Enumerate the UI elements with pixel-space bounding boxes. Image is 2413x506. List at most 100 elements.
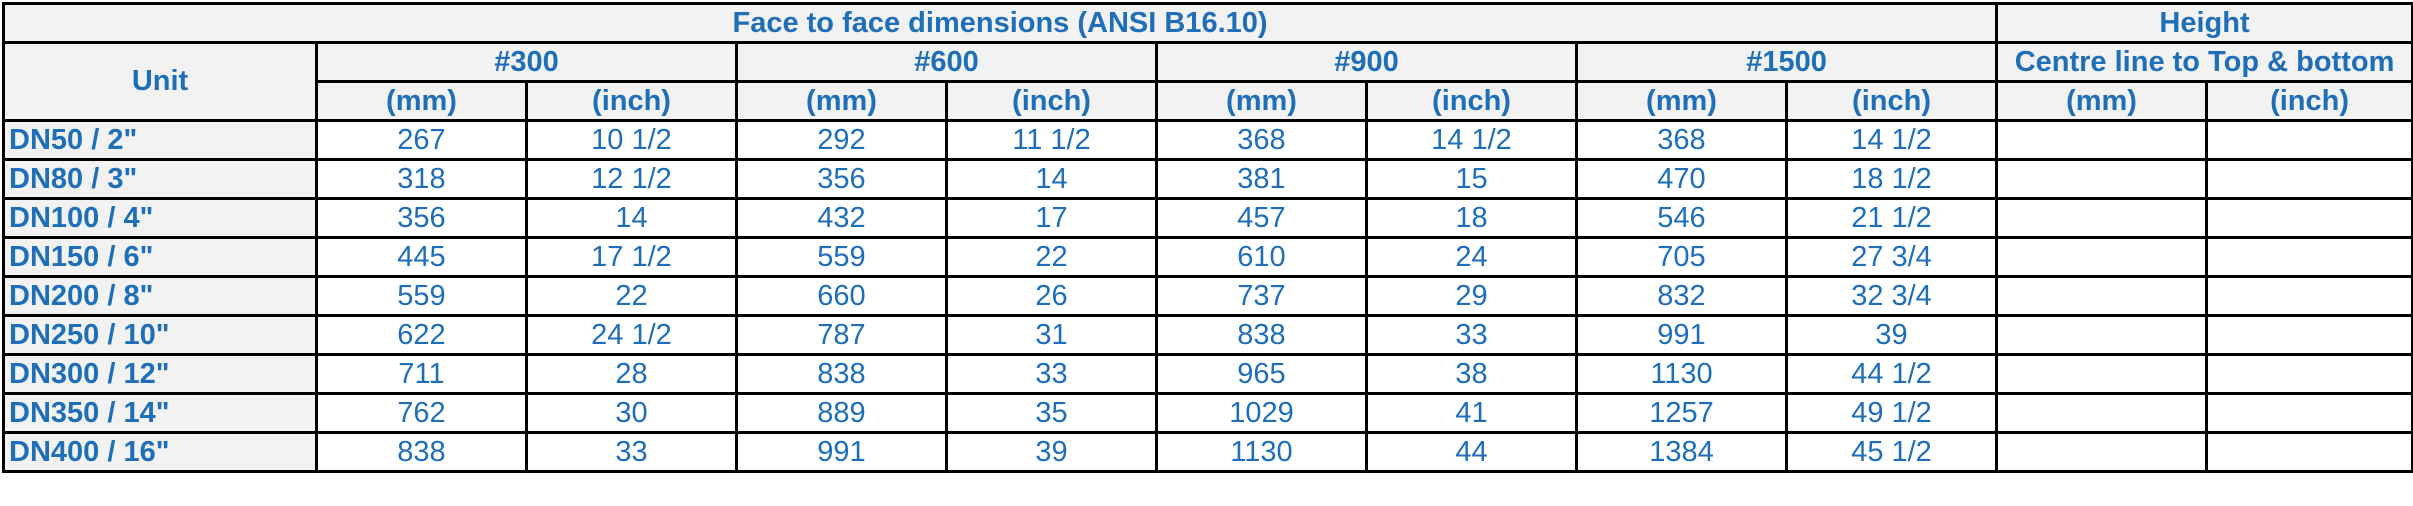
inch-subheader: (inch): [2205, 80, 2413, 122]
mm-value-cell: 889: [735, 392, 948, 434]
inch-value-cell: 21 1/2: [1784, 197, 1999, 239]
size-label: DN350 / 14": [2, 392, 318, 434]
size-label: DN200 / 8": [2, 275, 318, 317]
mm-value-cell: [1995, 314, 2209, 356]
mm-value-cell: [1995, 431, 2209, 473]
mm-value-cell: 470: [1575, 158, 1788, 200]
size-label: DN400 / 16": [2, 431, 318, 473]
inch-value-cell: 31: [945, 314, 1158, 356]
inch-value-cell: 22: [525, 275, 738, 317]
mm-value-cell: 838: [735, 353, 948, 395]
class-600-header: #600: [735, 41, 1158, 83]
inch-value-cell: 32 3/4: [1784, 275, 1999, 317]
inch-value-cell: 28: [525, 353, 738, 395]
inch-value-cell: 22: [945, 236, 1158, 278]
mm-value-cell: 991: [1575, 314, 1788, 356]
inch-value-cell: 26: [945, 275, 1158, 317]
inch-value-cell: 24: [1365, 236, 1578, 278]
inch-value-cell: 33: [1365, 314, 1578, 356]
mm-value-cell: 368: [1155, 119, 1368, 161]
mm-value-cell: 445: [315, 236, 528, 278]
height-title: Height: [1995, 2, 2413, 44]
table-row: DN250 / 10" 622 24 1/2 787 31 838 33 991 39: [2, 314, 2413, 356]
inch-value-cell: 27 3/4: [1784, 236, 1999, 278]
class-row: Unit #300 #600 #900 #1500 Centre line to…: [2, 41, 2413, 122]
mm-value-cell: 1029: [1155, 392, 1368, 434]
size-label: DN300 / 12": [2, 353, 318, 395]
inch-value-cell: 44 1/2: [1784, 353, 1999, 395]
mm-value-cell: 965: [1155, 353, 1368, 395]
mm-value-cell: 356: [315, 197, 528, 239]
inch-subheader: (inch): [1365, 80, 1578, 122]
table-row: DN80 / 3" 318 12 1/2 356 14 381 15 470 18 1/2: [2, 158, 2413, 200]
mm-value-cell: 356: [735, 158, 948, 200]
inch-value-cell: 17: [945, 197, 1158, 239]
inch-value-cell: 15: [1365, 158, 1578, 200]
table-row: DN50 / 2" 267 10 1/2 292 11 1/2 368 14 1/2 368 1…: [2, 119, 2413, 161]
mm-value-cell: 705: [1575, 236, 1788, 278]
mm-subheader: (mm): [735, 80, 948, 122]
inch-value-cell: 39: [1784, 314, 1999, 356]
mm-value-cell: 711: [315, 353, 528, 395]
inch-value-cell: [2205, 314, 2413, 356]
table-row: DN350 / 14" 762 30 889 35 1029 41 1257 49 1/2: [2, 392, 2413, 434]
table-row: DN100 / 4" 356 14 432 17 457 18 546 21 1/2: [2, 197, 2413, 239]
height-subtitle: Centre line to Top & bottom: [1995, 41, 2413, 83]
mm-value-cell: [1995, 275, 2209, 317]
table-body: DN50 / 2" 267 10 1/2 292 11 1/2 368 14 1/2 368 1…: [2, 119, 2413, 473]
mm-value-cell: 660: [735, 275, 948, 317]
mm-subheader: (mm): [1155, 80, 1368, 122]
inch-value-cell: [2205, 431, 2413, 473]
mm-value-cell: 559: [315, 275, 528, 317]
mm-value-cell: 1130: [1575, 353, 1788, 395]
size-label: DN80 / 3": [2, 158, 318, 200]
mm-value-cell: 1130: [1155, 431, 1368, 473]
inch-value-cell: 33: [525, 431, 738, 473]
mm-subheader: (mm): [315, 80, 528, 122]
table-row: DN300 / 12" 711 28 838 33 965 38 1130 44 1/2: [2, 353, 2413, 395]
size-label: DN150 / 6": [2, 236, 318, 278]
inch-value-cell: 14: [525, 197, 738, 239]
mm-value-cell: [1995, 119, 2209, 161]
inch-value-cell: 18: [1365, 197, 1578, 239]
mm-value-cell: 838: [1155, 314, 1368, 356]
inch-value-cell: 12 1/2: [525, 158, 738, 200]
mm-value-cell: 267: [315, 119, 528, 161]
inch-value-cell: 17 1/2: [525, 236, 738, 278]
mm-value-cell: 622: [315, 314, 528, 356]
mm-value-cell: 991: [735, 431, 948, 473]
inch-subheader: (inch): [525, 80, 738, 122]
size-label: DN50 / 2": [2, 119, 318, 161]
size-label: DN100 / 4": [2, 197, 318, 239]
title-row: Face to face dimensions (ANSI B16.10) He…: [1, 2, 2413, 44]
mm-value-cell: [1995, 158, 2209, 200]
mm-value-cell: 457: [1155, 197, 1368, 239]
inch-value-cell: 41: [1365, 392, 1578, 434]
class-300-header: #300: [315, 41, 738, 83]
mm-value-cell: [1995, 392, 2209, 434]
inch-value-cell: [2205, 197, 2413, 239]
mm-value-cell: 838: [315, 431, 528, 473]
inch-value-cell: 14 1/2: [1365, 119, 1578, 161]
dimensions-table: Face to face dimensions (ANSI B16.10) He…: [1, 2, 2413, 473]
inch-value-cell: 44: [1365, 431, 1578, 473]
inch-value-cell: 30: [525, 392, 738, 434]
inch-value-cell: 24 1/2: [525, 314, 738, 356]
table-row: DN150 / 6" 445 17 1/2 559 22 610 24 705 27 3/4: [2, 236, 2413, 278]
inch-value-cell: 11 1/2: [945, 119, 1158, 161]
inch-value-cell: [2205, 158, 2413, 200]
inch-value-cell: 49 1/2: [1784, 392, 1999, 434]
mm-value-cell: 368: [1575, 119, 1788, 161]
inch-value-cell: [2205, 275, 2413, 317]
mm-value-cell: 1384: [1575, 431, 1788, 473]
inch-value-cell: 18 1/2: [1784, 158, 1999, 200]
mm-value-cell: 546: [1575, 197, 1788, 239]
mm-value-cell: 1257: [1575, 392, 1788, 434]
inch-value-cell: 10 1/2: [525, 119, 738, 161]
mm-subheader: (mm): [1575, 80, 1788, 122]
mm-value-cell: 318: [315, 158, 528, 200]
inch-value-cell: 45 1/2: [1784, 431, 1999, 473]
table-row: DN200 / 8" 559 22 660 26 737 29 832 32 3/4: [2, 275, 2413, 317]
face-to-face-title: Face to face dimensions (ANSI B16.10): [1, 2, 1999, 44]
mm-value-cell: 610: [1155, 236, 1368, 278]
